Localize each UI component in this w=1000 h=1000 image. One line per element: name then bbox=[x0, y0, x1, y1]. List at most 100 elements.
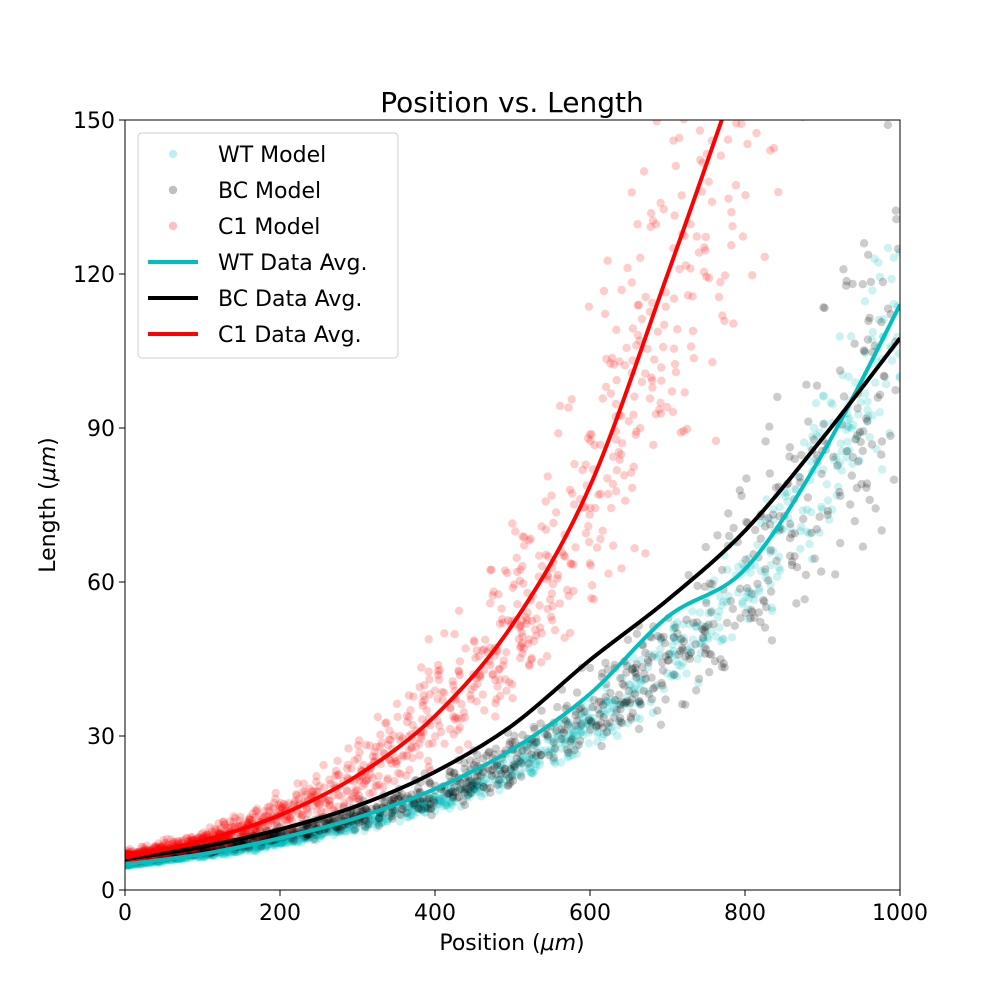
scatter-point bbox=[479, 782, 488, 791]
y-tick-label: 120 bbox=[73, 263, 115, 288]
scatter-point bbox=[382, 817, 392, 826]
scatter-point bbox=[530, 725, 539, 734]
scatter-point bbox=[448, 793, 457, 802]
scatter-point bbox=[378, 818, 387, 828]
scatter-point bbox=[466, 756, 475, 765]
scatter-point bbox=[865, 433, 874, 442]
scatter-point bbox=[360, 822, 370, 831]
scatter-point bbox=[402, 813, 412, 822]
scatter-point bbox=[417, 805, 426, 814]
scatter-point bbox=[820, 419, 829, 428]
scatter-point bbox=[657, 363, 666, 372]
y-axis-ticks: 0 30 60 90 120 150 bbox=[73, 109, 125, 904]
scatter-point bbox=[695, 608, 705, 617]
scatter-point bbox=[374, 821, 384, 830]
legend-label: C1 Data Avg. bbox=[218, 323, 362, 348]
scatter-point bbox=[643, 656, 653, 665]
scatter-point bbox=[653, 327, 663, 336]
scatter-point bbox=[607, 503, 616, 513]
scatter-point bbox=[557, 725, 566, 734]
scatter-point bbox=[860, 297, 870, 306]
scatter-point bbox=[373, 712, 382, 722]
scatter-point bbox=[773, 392, 782, 402]
scatter-point bbox=[738, 559, 747, 569]
scatter-point bbox=[584, 522, 593, 531]
scatter-point bbox=[255, 844, 265, 853]
scatter-point bbox=[508, 776, 518, 785]
scatter-point bbox=[683, 645, 692, 654]
scatter-point bbox=[497, 604, 506, 613]
scatter-point bbox=[426, 779, 435, 788]
scatter-point bbox=[601, 382, 611, 392]
scatter-point bbox=[859, 346, 869, 355]
scatter-point bbox=[699, 267, 709, 277]
scatter-point bbox=[413, 807, 422, 817]
scatter-point bbox=[548, 748, 558, 757]
scatter-point bbox=[624, 686, 634, 696]
scatter-point bbox=[479, 767, 488, 777]
scatter-point bbox=[564, 403, 573, 412]
scatter-point bbox=[769, 505, 778, 514]
scatter-point bbox=[621, 496, 630, 505]
scatter-point bbox=[482, 784, 491, 793]
scatter-point bbox=[349, 824, 359, 834]
scatter-point bbox=[578, 465, 587, 475]
scatter-point bbox=[659, 205, 668, 214]
scatter-point bbox=[232, 848, 241, 857]
scatter-point bbox=[493, 761, 503, 770]
scatter-point bbox=[889, 300, 898, 309]
scatter-point bbox=[737, 120, 746, 129]
scatter-point bbox=[891, 386, 900, 395]
scatter-point bbox=[568, 726, 577, 735]
scatter-point bbox=[867, 440, 877, 449]
scatter-point bbox=[420, 695, 429, 705]
scatter-point bbox=[697, 639, 706, 648]
scatter-point bbox=[374, 814, 384, 823]
scatter-point bbox=[495, 619, 505, 628]
scatter-point bbox=[548, 755, 558, 765]
scatter-point bbox=[252, 846, 262, 856]
scatter-point bbox=[877, 317, 886, 327]
scatter-point bbox=[662, 668, 672, 678]
scatter-point bbox=[500, 566, 510, 575]
scatter-point bbox=[416, 797, 425, 806]
scatter-point bbox=[767, 603, 777, 612]
scatter-point bbox=[298, 835, 308, 844]
scatter-point bbox=[701, 246, 710, 255]
scatter-point bbox=[815, 528, 824, 537]
scatter-point bbox=[428, 794, 437, 803]
scatter-point bbox=[667, 649, 676, 659]
scatter-point bbox=[796, 544, 805, 553]
scatter-point bbox=[537, 522, 546, 531]
scatter-point bbox=[608, 726, 618, 736]
scatter-point bbox=[611, 708, 621, 717]
scatter-point bbox=[743, 139, 752, 149]
scatter-point bbox=[823, 506, 833, 516]
scatter-point bbox=[877, 526, 886, 535]
scatter-point bbox=[560, 740, 569, 749]
scatter-point bbox=[335, 827, 344, 836]
scatter-point bbox=[532, 739, 541, 748]
scatter-point bbox=[855, 429, 864, 438]
scatter-point bbox=[559, 728, 568, 737]
scatter-point bbox=[688, 607, 697, 616]
scatter-point bbox=[883, 120, 893, 130]
scatter-point bbox=[445, 789, 454, 798]
scatter-point bbox=[632, 698, 642, 707]
scatter-point bbox=[524, 635, 534, 644]
scatter-point bbox=[312, 830, 321, 840]
scatter-point bbox=[575, 736, 585, 745]
legend-label: BC Model bbox=[218, 179, 321, 204]
scatter-point bbox=[332, 825, 341, 834]
scatter-point bbox=[681, 261, 691, 270]
scatter-point bbox=[486, 599, 495, 608]
scatter-point bbox=[434, 800, 443, 809]
scatter-point bbox=[472, 785, 481, 794]
scatter-point bbox=[729, 319, 738, 328]
scatter-point bbox=[288, 838, 298, 847]
scatter-point bbox=[509, 760, 518, 769]
scatter-point bbox=[760, 567, 770, 577]
scatter-point bbox=[748, 607, 757, 617]
scatter-point bbox=[578, 713, 588, 722]
scatter-point bbox=[473, 787, 482, 796]
